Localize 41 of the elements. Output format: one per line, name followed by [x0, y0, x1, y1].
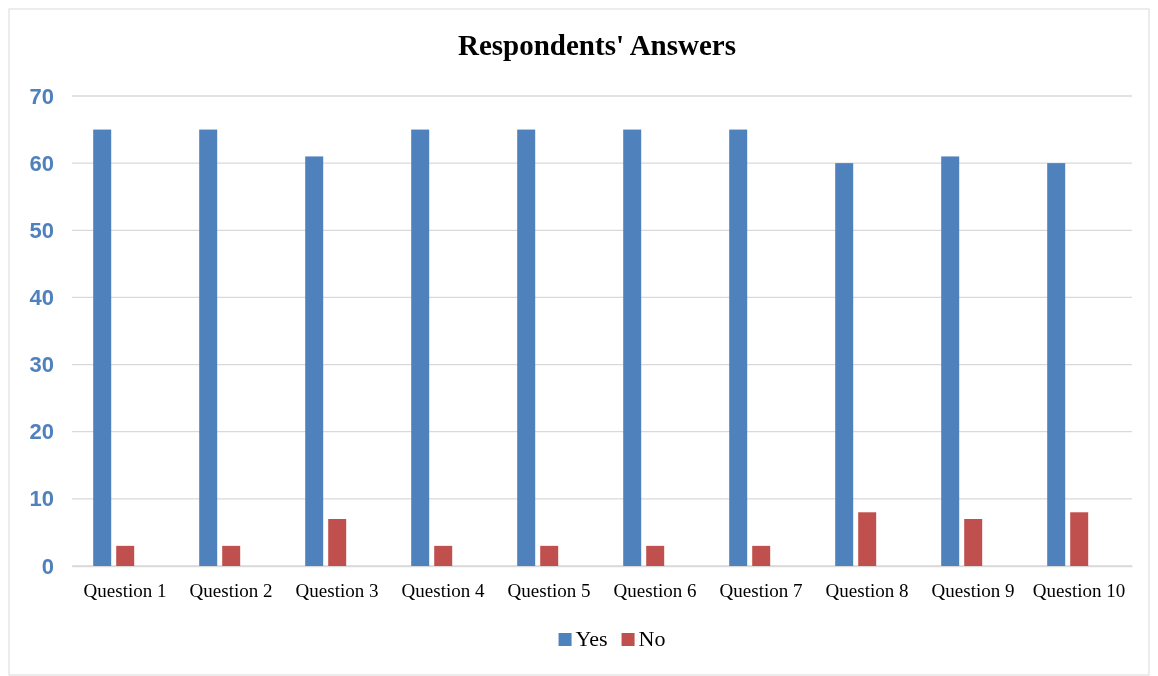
- bar: [941, 156, 960, 566]
- bar: [1047, 163, 1066, 566]
- bar: [222, 545, 241, 566]
- bar: [646, 545, 665, 566]
- y-tick-label: 60: [29, 150, 54, 176]
- bar: [835, 163, 854, 566]
- y-tick-label: 30: [29, 352, 54, 378]
- legend-label: No: [638, 626, 666, 651]
- bar: [964, 519, 983, 566]
- y-tick-label: 70: [29, 83, 54, 109]
- x-tick-label: Question 1: [83, 580, 167, 602]
- bar: [328, 519, 347, 566]
- bar: [434, 545, 453, 566]
- y-tick-label: 20: [29, 419, 54, 445]
- y-tick-label: 40: [29, 284, 54, 310]
- bar: [540, 545, 559, 566]
- x-tick-label: Question 3: [295, 580, 379, 602]
- y-tick-label: 10: [29, 486, 54, 512]
- bar: [729, 129, 748, 566]
- bar: [116, 545, 135, 566]
- bar: [858, 512, 877, 566]
- x-tick-label: Question 7: [719, 580, 803, 602]
- x-tick-label: Question 9: [931, 580, 1015, 602]
- bar: [1070, 512, 1089, 566]
- x-tick-label: Question 10: [1032, 580, 1126, 602]
- bar: [199, 129, 218, 566]
- bar: [93, 129, 112, 566]
- x-tick-label: Question 5: [507, 580, 591, 602]
- legend-label: Yes: [575, 626, 608, 651]
- y-tick-label: 50: [29, 217, 54, 243]
- bar: [517, 129, 536, 566]
- chart-title: Respondents' Answers: [458, 29, 736, 61]
- bar: [305, 156, 324, 566]
- bar: [411, 129, 430, 566]
- x-tick-label: Question 6: [613, 580, 697, 602]
- x-tick-label: Question 8: [825, 580, 909, 602]
- x-tick-label: Question 2: [189, 580, 273, 602]
- y-tick-label: 0: [41, 553, 54, 579]
- x-tick-label: Question 4: [401, 580, 485, 602]
- bar: [623, 129, 642, 566]
- bar: [752, 545, 771, 566]
